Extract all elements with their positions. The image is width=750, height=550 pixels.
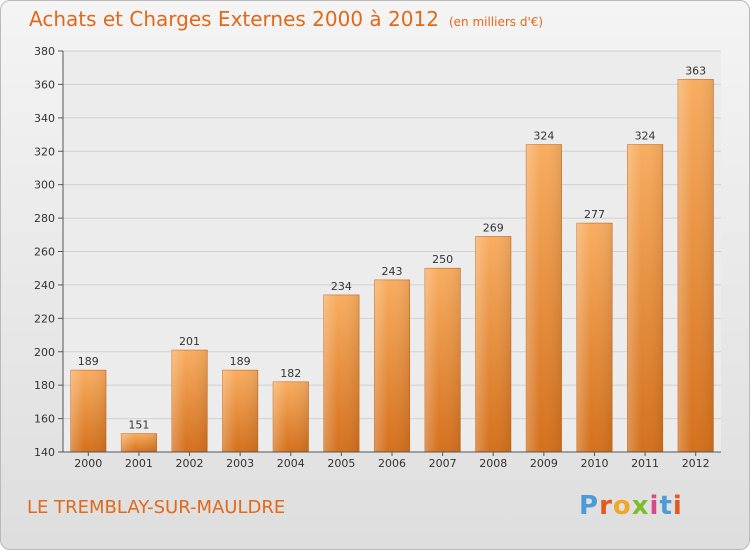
bar-shade bbox=[121, 433, 157, 452]
x-tick-label: 2006 bbox=[378, 457, 406, 470]
bar-value-label: 182 bbox=[280, 367, 301, 380]
x-tick-label: 2000 bbox=[74, 457, 102, 470]
bar-shade bbox=[526, 144, 562, 453]
bar-shade bbox=[70, 370, 107, 452]
y-tick-label: 380 bbox=[34, 45, 55, 58]
x-tick-label: 2002 bbox=[176, 457, 204, 470]
bar-shade bbox=[677, 79, 714, 452]
y-tick-label: 180 bbox=[34, 379, 55, 392]
bar-value-label: 189 bbox=[230, 355, 251, 368]
bar-value-label: 201 bbox=[179, 335, 200, 348]
x-tick-label: 2003 bbox=[226, 457, 254, 470]
bar-chart: 140160180200220240260280300320340360380 … bbox=[34, 45, 721, 470]
bar-value-label: 269 bbox=[483, 221, 504, 234]
bar-value-label: 234 bbox=[331, 280, 352, 293]
bar-shade bbox=[424, 268, 461, 452]
bar-value-label: 363 bbox=[685, 64, 706, 77]
bar-value-label: 151 bbox=[128, 419, 149, 432]
bar-shade bbox=[576, 223, 613, 452]
x-tick-label: 2004 bbox=[277, 457, 305, 470]
y-tick-label: 340 bbox=[34, 112, 55, 125]
y-tick-label: 160 bbox=[34, 413, 55, 426]
bar-value-label: 243 bbox=[382, 265, 403, 278]
y-tick-label: 300 bbox=[34, 179, 55, 192]
chart-title-block: Achats et Charges Externes 2000 à 2012 (e… bbox=[29, 7, 543, 31]
bar-shade bbox=[323, 294, 360, 452]
chart-title: Achats et Charges Externes 2000 à 2012 bbox=[29, 7, 439, 31]
bar-shade bbox=[374, 279, 410, 452]
y-tick-label: 240 bbox=[34, 279, 55, 292]
x-tick-label: 2011 bbox=[631, 457, 659, 470]
bar-value-label: 189 bbox=[78, 355, 99, 368]
bars: 189 151 201 189 182 234 243 250 269 324 277 324 363 bbox=[70, 64, 714, 453]
y-tick-label: 220 bbox=[34, 312, 55, 325]
x-tick-label: 2005 bbox=[327, 457, 355, 470]
y-axis: 140 160 180 200 220 240 260 280 300 320 340 360 380 bbox=[34, 45, 64, 459]
bar-shade bbox=[222, 370, 258, 452]
x-tick-label: 2008 bbox=[479, 457, 507, 470]
x-tick-label: 2001 bbox=[125, 457, 153, 470]
x-tick-label: 2009 bbox=[530, 457, 558, 470]
proxiti-logo: Proxiti bbox=[579, 491, 683, 521]
y-tick-label: 200 bbox=[34, 346, 55, 359]
bar-value-label: 324 bbox=[533, 130, 554, 143]
bar-value-label: 277 bbox=[584, 208, 605, 221]
bar-value-label: 250 bbox=[432, 253, 453, 266]
x-axis: 2000 2001 2002 2003 2004 2005 2006 2007 2008 2009… bbox=[63, 451, 721, 470]
bar-shade bbox=[171, 350, 208, 452]
town-name: LE TREMBLAY-SUR-MAULDRE bbox=[27, 497, 286, 518]
x-tick-label: 2010 bbox=[580, 457, 608, 470]
x-tick-label: 2007 bbox=[429, 457, 457, 470]
y-tick-label: 360 bbox=[34, 78, 55, 91]
y-tick-label: 320 bbox=[34, 145, 55, 158]
bar-shade bbox=[273, 381, 309, 452]
bar-value-label: 324 bbox=[635, 130, 656, 143]
x-tick-label: 2012 bbox=[682, 457, 710, 470]
unit-note: (en milliers d'€) bbox=[448, 15, 544, 29]
bar-shade bbox=[475, 236, 511, 452]
y-tick-label: 260 bbox=[34, 246, 55, 259]
bar-shade bbox=[627, 144, 663, 453]
y-tick-label: 140 bbox=[34, 446, 55, 459]
y-tick-label: 280 bbox=[34, 212, 55, 225]
